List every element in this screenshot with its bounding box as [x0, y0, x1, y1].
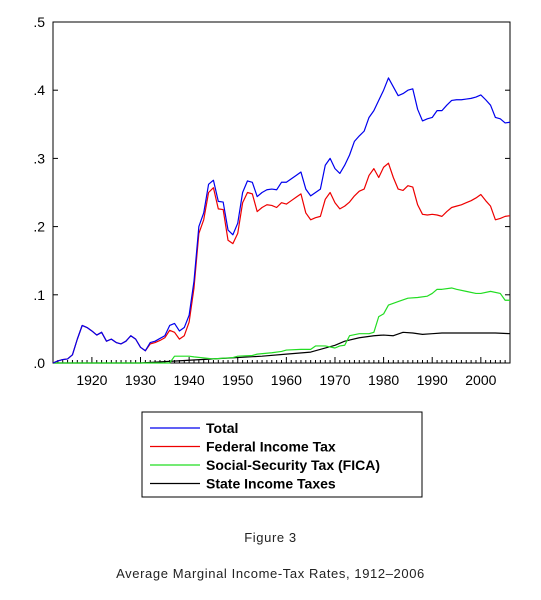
- y-tick-label: .2: [33, 219, 45, 235]
- legend-label: Social-Security Tax (FICA): [206, 457, 380, 473]
- series-layer: [52, 77, 511, 364]
- y-tick-label: .0: [33, 355, 45, 371]
- x-tick-label: 1960: [271, 372, 302, 388]
- y-tick-label: .5: [33, 14, 45, 30]
- series-line-state-income-taxes: [53, 331, 511, 364]
- legend-box: [141, 411, 423, 498]
- plot-frame: [52, 21, 511, 364]
- figure-title: Average Marginal Income-Tax Rates, 1912–…: [116, 566, 425, 581]
- x-tick-label: 2000: [465, 372, 496, 388]
- legend-label: Total: [206, 420, 238, 436]
- series-line-total: [52, 77, 511, 364]
- y-tick-label: .3: [33, 150, 45, 166]
- x-tick-label: 1970: [319, 372, 350, 388]
- legend-label: Federal Income Tax: [206, 439, 336, 455]
- y-tick-label: .4: [33, 82, 45, 98]
- y-axis: .0 .1 .2 .3 .4 .5: [33, 14, 510, 371]
- chart: .0 .1 .2 .3 .4 .5 1920 1930 1940 1950 1960 1970 198…: [33, 14, 511, 498]
- x-tick-label: 1950: [222, 372, 253, 388]
- figure-label: Figure 3: [244, 530, 297, 545]
- x-axis: 1920 1930 1940 1950 1960 1970 1980 1990 2000: [52, 357, 511, 388]
- x-tick-label: 1930: [125, 372, 156, 388]
- y-tick-label: .1: [33, 287, 45, 303]
- x-tick-label: 1940: [174, 372, 205, 388]
- legend: Total Federal Income Tax Social-Security T…: [141, 411, 423, 498]
- series-line-social-security-tax-fica: [53, 287, 510, 364]
- legend-label: State Income Taxes: [206, 476, 336, 492]
- x-tick-label: 1990: [417, 372, 448, 388]
- x-tick-label: 1920: [76, 372, 107, 388]
- x-tick-label: 1980: [368, 372, 399, 388]
